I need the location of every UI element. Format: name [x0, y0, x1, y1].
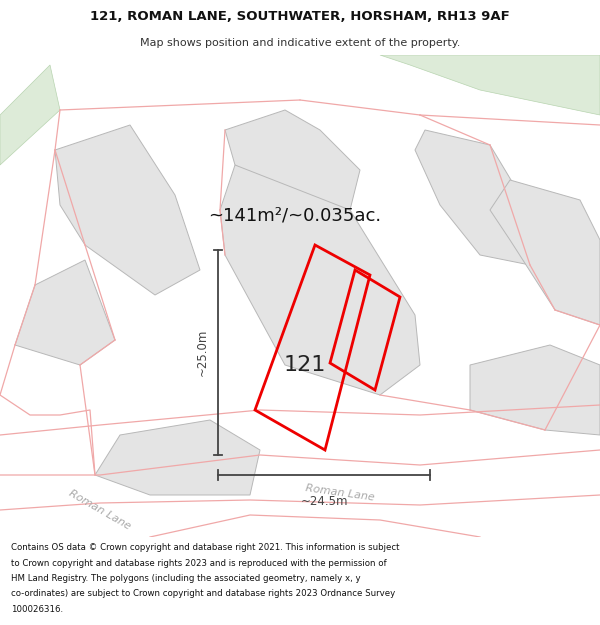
Text: ~25.0m: ~25.0m: [196, 329, 209, 376]
Polygon shape: [15, 260, 115, 365]
Text: 121: 121: [284, 355, 326, 375]
Polygon shape: [490, 180, 600, 325]
Polygon shape: [220, 165, 420, 395]
Text: co-ordinates) are subject to Crown copyright and database rights 2023 Ordnance S: co-ordinates) are subject to Crown copyr…: [11, 589, 395, 598]
Polygon shape: [55, 125, 200, 295]
Polygon shape: [380, 55, 600, 115]
Polygon shape: [470, 345, 600, 435]
Text: Roman Lane: Roman Lane: [67, 488, 133, 532]
Polygon shape: [95, 420, 260, 495]
Polygon shape: [415, 130, 535, 265]
Text: ~141m²/~0.035ac.: ~141m²/~0.035ac.: [208, 206, 382, 224]
Text: Contains OS data © Crown copyright and database right 2021. This information is : Contains OS data © Crown copyright and d…: [11, 543, 400, 552]
Text: Map shows position and indicative extent of the property.: Map shows position and indicative extent…: [140, 38, 460, 48]
Text: 100026316.: 100026316.: [11, 605, 63, 614]
Polygon shape: [0, 65, 60, 165]
Text: to Crown copyright and database rights 2023 and is reproduced with the permissio: to Crown copyright and database rights 2…: [11, 559, 386, 568]
Polygon shape: [225, 110, 360, 210]
Text: Roman Lane: Roman Lane: [305, 483, 375, 502]
Text: ~24.5m: ~24.5m: [300, 495, 348, 508]
Text: 121, ROMAN LANE, SOUTHWATER, HORSHAM, RH13 9AF: 121, ROMAN LANE, SOUTHWATER, HORSHAM, RH…: [90, 10, 510, 23]
Text: HM Land Registry. The polygons (including the associated geometry, namely x, y: HM Land Registry. The polygons (includin…: [11, 574, 361, 583]
